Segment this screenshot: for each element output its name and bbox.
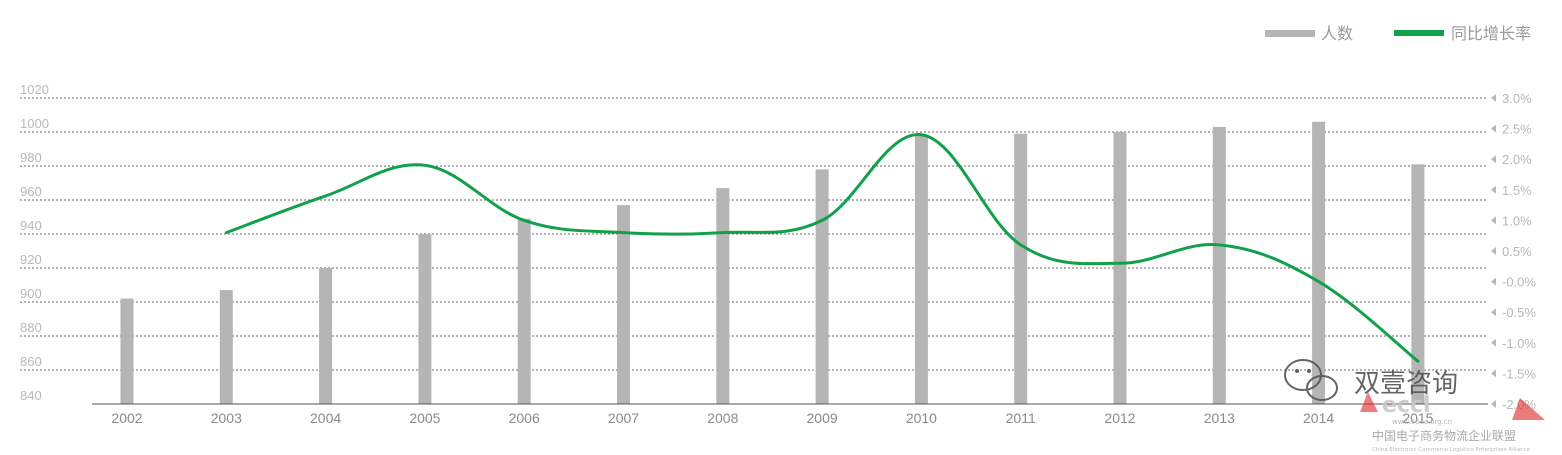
y-right-tick-marker [1491, 94, 1496, 102]
legend-swatch-line [1394, 30, 1444, 36]
right-axis: -2.0%-1.5%-1.0%-0.5%-0.0%0.5%1.0%1.5%2.0… [1491, 91, 1536, 412]
wechat-icon [1284, 359, 1338, 401]
y-left-tick-label: 1000 [20, 116, 49, 131]
bar [1113, 132, 1127, 404]
y-left-tick-label: 960 [20, 184, 42, 199]
x-tick-label: 2003 [211, 410, 242, 426]
alliance-logo: eccl [1360, 392, 1545, 420]
y-left-tick-label: 1020 [20, 82, 49, 97]
watermark-text: 双壹咨询 [1354, 369, 1458, 399]
legend-swatch-bar [1265, 30, 1315, 37]
y-right-tick-marker [1491, 369, 1496, 378]
watermark-org-en: China Electronic Commerce Logistics Ente… [1372, 447, 1531, 453]
y-right-tick-marker [1491, 338, 1496, 347]
y-right-tick-label: 1.5% [1502, 183, 1532, 198]
bar [1312, 121, 1326, 405]
y-right-tick-label: 1.0% [1502, 213, 1532, 228]
y-right-tick-label: 2.5% [1502, 122, 1532, 137]
gridlines [20, 97, 1488, 371]
watermark: 双壹咨询 eccl www.56ec.org.cn 中国电子商务物流企业联盟 C… [1284, 359, 1545, 453]
bar [418, 234, 432, 404]
x-tick-label: 2008 [707, 410, 738, 426]
x-tick-label: 2011 [1006, 410, 1036, 426]
bar [517, 218, 531, 404]
y-right-tick-marker [1491, 277, 1496, 286]
y-right-tick-marker [1491, 124, 1496, 133]
bar [716, 188, 730, 404]
line-series [224, 133, 1420, 363]
y-right-tick-label: -0.5% [1502, 305, 1536, 320]
y-right-tick-label: 2.0% [1502, 152, 1532, 167]
bar [120, 298, 134, 404]
x-axis: 2002 2003 2004 2005 2006 2007 2008 2009 2010 2011… [111, 410, 1433, 426]
watermark-url: www.56ec.org.cn [1392, 418, 1452, 426]
left-axis: 840 860 880 900 920 940 960 980 1000 1020 [20, 82, 49, 403]
bar [219, 290, 233, 404]
bar [617, 205, 630, 404]
x-tick-label: 2006 [509, 410, 540, 426]
y-left-tick-label: 880 [20, 320, 42, 335]
x-tick-label: 2009 [807, 410, 838, 426]
y-right-tick-label: -1.5% [1502, 366, 1536, 381]
y-right-tick-marker [1491, 185, 1496, 194]
y-left-tick-label: 840 [20, 388, 42, 403]
x-tick-label: 2007 [608, 410, 639, 426]
bar [1212, 126, 1226, 405]
y-left-tick-label: 940 [20, 218, 42, 233]
y-left-tick-label: 920 [20, 252, 42, 267]
legend-label-bar: 人数 [1321, 24, 1353, 43]
x-tick-label: 2005 [409, 410, 440, 426]
bar-series [120, 121, 1425, 405]
x-tick-label: 2002 [111, 410, 142, 426]
bar [319, 268, 333, 404]
x-tick-label: 2015 [1402, 410, 1433, 426]
y-left-tick-label: 900 [20, 286, 42, 301]
y-right-tick-marker [1491, 308, 1496, 317]
svg-text:eccl: eccl [1382, 393, 1431, 418]
y-right-tick-label: 0.5% [1502, 244, 1532, 259]
bar [1014, 133, 1028, 404]
y-right-tick-label: -0.0% [1502, 275, 1536, 290]
y-left-tick-label: 860 [20, 354, 42, 369]
y-right-tick-label: -1.0% [1502, 336, 1536, 351]
x-tick-label: 2004 [310, 410, 341, 426]
y-left-tick-label: 980 [20, 150, 42, 165]
y-right-tick-marker [1491, 216, 1496, 225]
legend: 人数 同比增长率 [1265, 24, 1531, 43]
y-right-tick-label: 3.0% [1502, 91, 1532, 106]
y-right-tick-marker [1491, 247, 1496, 255]
y-right-tick-marker [1491, 155, 1496, 164]
legend-label-line: 同比增长率 [1451, 24, 1531, 43]
watermark-org-name: 中国电子商务物流企业联盟 [1372, 428, 1516, 443]
bar [815, 169, 829, 404]
x-tick-label: 2014 [1303, 410, 1334, 426]
x-tick-label: 2010 [906, 410, 937, 426]
x-tick-label: 2013 [1204, 410, 1235, 426]
bar [1411, 164, 1425, 404]
x-tick-label: 2012 [1104, 410, 1135, 426]
y-right-tick-marker [1491, 400, 1496, 408]
bar [914, 135, 928, 404]
